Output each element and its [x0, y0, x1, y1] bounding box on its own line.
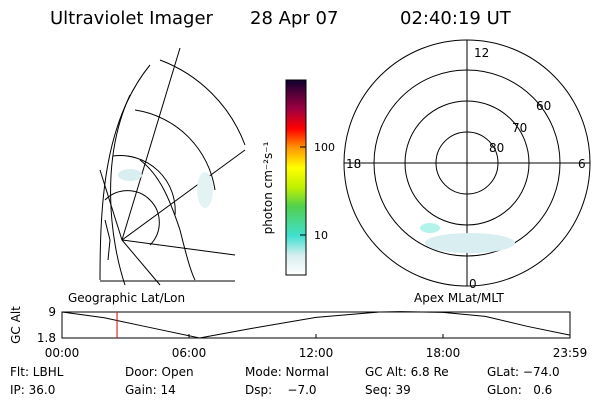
polar-grid	[343, 39, 591, 287]
x-tick-label: 06:00	[172, 346, 207, 360]
mlt-label: 12	[474, 46, 489, 60]
lat-label: 60	[536, 99, 551, 113]
lat-label: 80	[489, 141, 504, 155]
x-tick-label: 23:59	[553, 346, 588, 360]
footer-field: GLat: −74.0	[487, 365, 560, 379]
mlt-label: 6	[578, 157, 586, 171]
footer-field: IP: 36.0	[10, 383, 55, 397]
footer: Flt: LBHL Door: Open Mode: Normal GC Alt: 6…	[10, 365, 560, 397]
geo-map	[99, 47, 246, 286]
x-tick-label: 00:00	[45, 346, 80, 360]
lat-label: 70	[512, 121, 527, 135]
footer-field: GLon: 0.6	[487, 383, 552, 397]
footer-field: Dsp: −7.0	[245, 383, 317, 397]
footer-field: Flt: LBHL	[10, 365, 64, 379]
footer-field: Door: Open	[125, 365, 194, 379]
altitude-line	[61, 311, 571, 339]
colorbar-tick-label: 10	[314, 229, 328, 242]
x-tick-label: 18:00	[426, 346, 461, 360]
mlt-label: 18	[346, 157, 361, 171]
footer-field: Seq: 39	[365, 383, 411, 397]
footer-field: GC Alt: 6.8 Re	[365, 365, 449, 379]
footer-field: Mode: Normal	[245, 365, 329, 379]
footer-field: Gain: 14	[125, 383, 176, 397]
colorbar-label: photon cm⁻²s⁻¹	[261, 141, 275, 234]
altitude-label: GC Alt	[9, 306, 23, 344]
colorbar	[285, 79, 307, 276]
map-label: Geographic Lat/Lon	[68, 291, 185, 305]
time: 02:40:19 UT	[400, 8, 512, 29]
map-label: Apex MLat/MLT	[414, 291, 504, 305]
title: Ultraviolet Imager	[50, 8, 214, 29]
date: 28 Apr 07	[250, 8, 338, 29]
x-tick-label: 12:00	[299, 346, 334, 360]
colorbar-tick-label: 100	[314, 141, 335, 154]
mlt-label: 0	[469, 277, 477, 291]
y-tick-label: 1.8	[37, 331, 56, 345]
y-tick-label: 9	[48, 305, 56, 319]
